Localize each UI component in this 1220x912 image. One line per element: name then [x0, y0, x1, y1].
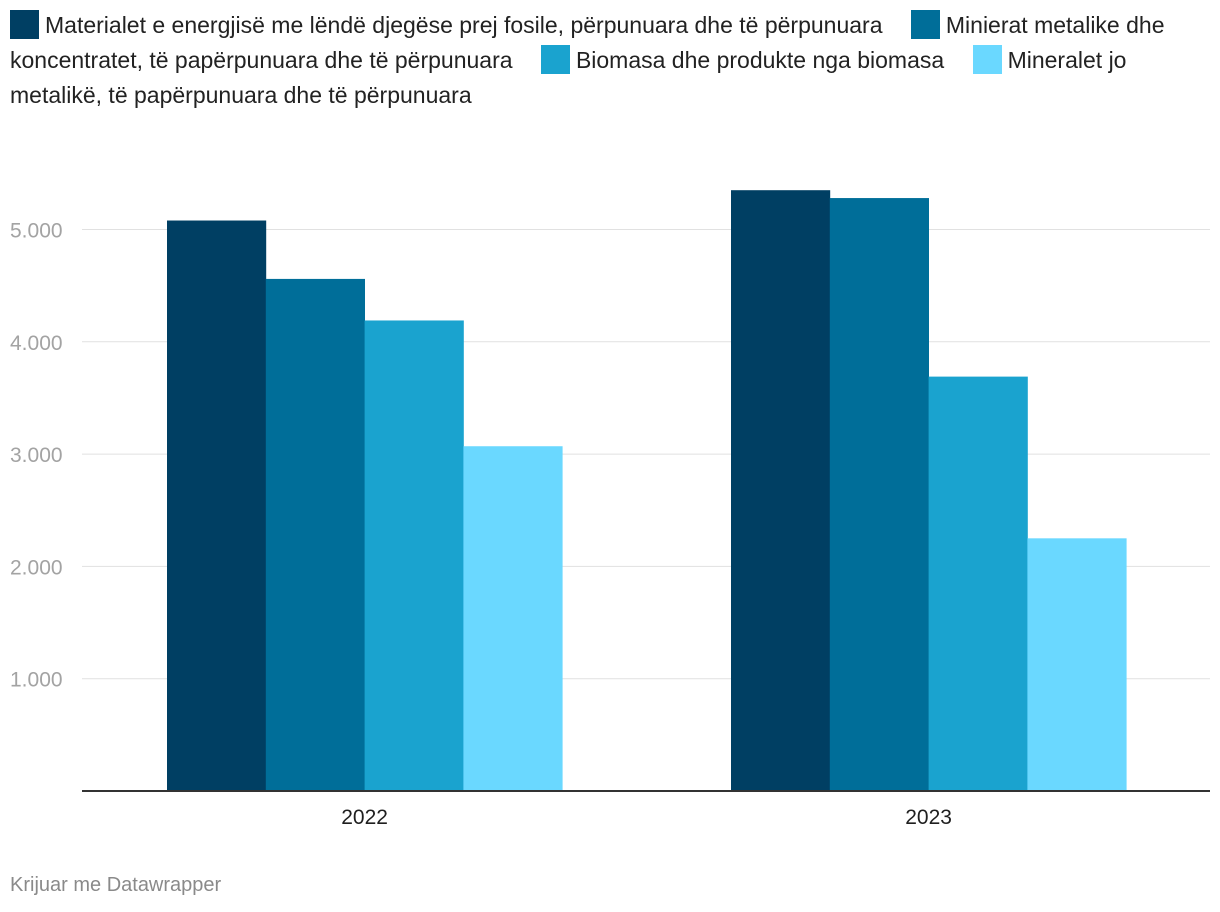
bar-2023-series-0 [731, 190, 831, 791]
legend-swatch-fossil [10, 10, 39, 39]
legend-item-biomass: Biomasa dhe produkte nga biomasa [540, 45, 951, 74]
bar-2023-series-1 [829, 198, 929, 791]
bar-2022-series-2 [364, 320, 464, 791]
legend-item-fossil: Materialet e energjisë me lëndë djegëse … [10, 10, 889, 39]
legend-label-non-metallic: Mineralet jo metalikë, të papërpunuara d… [10, 47, 1127, 108]
y-tick-label-5000: 5.000 [10, 220, 63, 243]
y-tick-label-2000: 2.000 [10, 556, 63, 579]
bar-2022-series-0 [167, 220, 267, 792]
bar-2022-series-3 [463, 446, 563, 791]
legend-item-metal-ores: Minierat metalike dhe koncentratet, të p… [10, 10, 1165, 73]
legend-item-non-metallic: Mineralet jo metalikë, të papërpunuara d… [10, 45, 1127, 108]
x-tick-label-2022: 2022 [341, 806, 388, 829]
chart-legend: Materialet e energjisë me lëndë djegëse … [10, 8, 1215, 113]
bar-2023-series-2 [928, 376, 1028, 791]
legend-label-metal-ores: Minierat metalike dhe koncentratet, të p… [10, 12, 1165, 73]
bar-2022-series-1 [265, 278, 365, 791]
legend-label-biomass: Biomasa dhe produkte nga biomasa [575, 47, 945, 73]
y-tick-label-3000: 3.000 [10, 444, 63, 467]
y-tick-label-4000: 4.000 [10, 332, 63, 355]
legend-label-fossil: Materialet e energjisë me lëndë djegëse … [45, 12, 883, 38]
bar-2023-series-3 [1027, 538, 1127, 791]
legend-swatch-biomass [540, 45, 570, 74]
legend-swatch-non-metallic [972, 45, 1002, 74]
footer-credit: Krijuar me Datawrapper [10, 874, 222, 896]
legend-swatch-metal-ores [910, 10, 940, 39]
x-tick-label-2023: 2023 [905, 806, 952, 829]
y-tick-label-1000: 1.000 [10, 669, 63, 692]
